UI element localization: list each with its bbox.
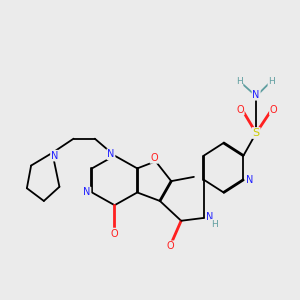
Text: O: O [236,104,244,115]
Text: O: O [111,229,119,238]
Text: N: N [253,90,260,100]
Text: H: H [268,77,275,86]
Text: H: H [236,77,242,86]
Text: O: O [166,241,174,251]
Text: H: H [211,220,218,229]
Text: O: O [270,104,278,115]
Text: N: N [83,188,91,197]
Text: O: O [150,153,158,163]
Text: N: N [51,151,58,161]
Text: N: N [107,149,115,159]
Text: N: N [246,175,253,185]
Text: S: S [253,128,260,138]
Text: N: N [206,212,214,221]
